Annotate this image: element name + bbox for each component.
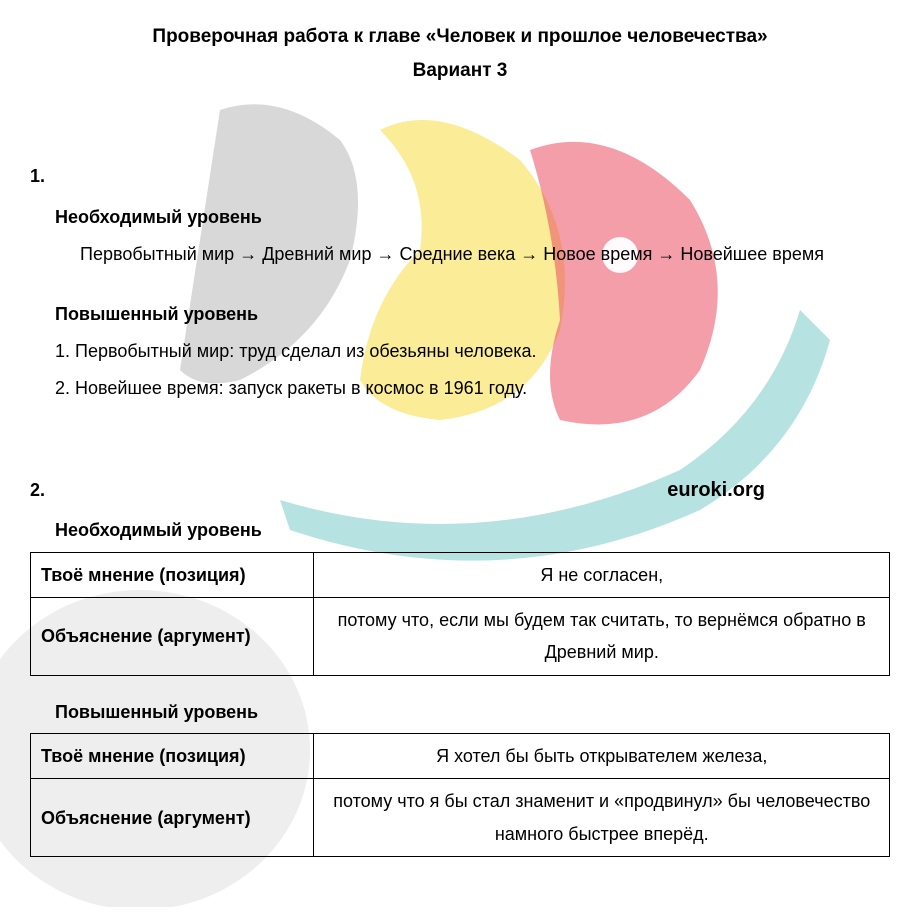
section-1-item-1: 1. Первобытный мир: труд сделал из обезь… [55, 335, 890, 367]
opinion-label: Твоё мнение (позиция) [31, 734, 314, 779]
section-1-advanced-header: Повышенный уровень [55, 298, 890, 330]
section-1-number: 1. [30, 160, 890, 192]
argument-value-basic: потому что, если мы будем так считать, т… [314, 597, 890, 675]
table-row: Твоё мнение (позиция) Я не согласен, [31, 552, 890, 597]
section-2-basic-header: Необходимый уровень [55, 514, 890, 546]
opinion-value-advanced: Я хотел бы быть открывателем железа, [314, 734, 890, 779]
document-content: Проверочная работа к главе «Человек и пр… [30, 20, 890, 857]
argument-label: Объяснение (аргумент) [31, 597, 314, 675]
section-1-timeline: Первобытный мир → Древний мир → Средние … [30, 238, 890, 270]
table-advanced: Твоё мнение (позиция) Я хотел бы быть от… [30, 733, 890, 857]
opinion-label: Твоё мнение (позиция) [31, 552, 314, 597]
document-title: Проверочная работа к главе «Человек и пр… [30, 20, 890, 54]
document-subtitle: Вариант 3 [30, 54, 890, 88]
section-1-item-2: 2. Новейшее время: запуск ракеты в космо… [55, 372, 890, 404]
opinion-value-basic: Я не согласен, [314, 552, 890, 597]
section-1-basic-header: Необходимый уровень [55, 201, 890, 233]
argument-label: Объяснение (аргумент) [31, 779, 314, 857]
section-2-advanced-header: Повышенный уровень [55, 696, 890, 728]
table-row: Твоё мнение (позиция) Я хотел бы быть от… [31, 734, 890, 779]
table-row: Объяснение (аргумент) потому что я бы ст… [31, 779, 890, 857]
watermark-text: euroki.org [667, 472, 765, 508]
argument-value-advanced: потому что я бы стал знаменит и «продвин… [314, 779, 890, 857]
table-basic: Твоё мнение (позиция) Я не согласен, Объ… [30, 552, 890, 676]
table-row: Объяснение (аргумент) потому что, если м… [31, 597, 890, 675]
